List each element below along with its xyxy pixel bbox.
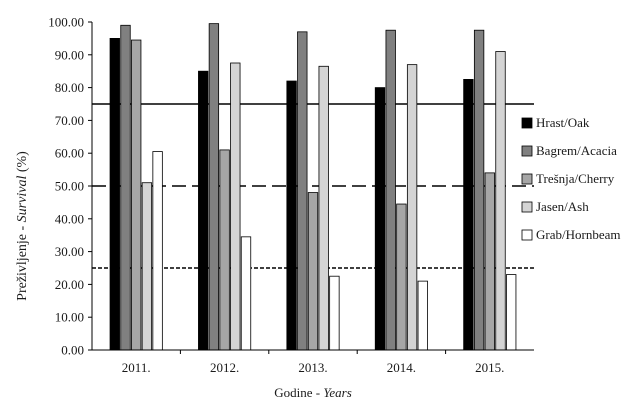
legend-label: Grab/Hornbeam xyxy=(536,227,620,242)
bar-4-0 xyxy=(152,151,163,351)
y-tick-labels: 0.00 10.00 20.00 30.00 40.00 50.00 60.00 70.00 8… xyxy=(48,15,84,358)
bar-1-1 xyxy=(208,23,220,351)
x-tick-label: 2011. xyxy=(122,360,151,375)
legend-swatch xyxy=(521,229,533,241)
y-tick-label: 80.00 xyxy=(55,80,84,95)
y-axis-label-main: Preživljenje - xyxy=(15,222,30,301)
legend-label: Jasen/Ash xyxy=(536,199,589,214)
x-tick-label: 2012. xyxy=(210,360,239,375)
y-tick-label: 0.00 xyxy=(61,343,84,358)
y-tick-label: 40.00 xyxy=(55,211,84,226)
bar-4-4 xyxy=(506,274,517,351)
bar-3-3 xyxy=(406,64,418,351)
bar-1-4 xyxy=(473,29,485,351)
legend-swatch xyxy=(521,201,533,213)
y-axis-label-italic: Survival xyxy=(15,176,30,223)
legend-label: Hrast/Oak xyxy=(536,115,590,130)
legend-label: Trešnja/Cherry xyxy=(536,171,615,186)
y-tick-label: 30.00 xyxy=(55,244,84,259)
x-axis-label-italic: Years xyxy=(323,385,351,400)
bar-0-3 xyxy=(374,87,386,351)
bar-0-1 xyxy=(198,70,209,351)
legend-label: Bagrem/Acacia xyxy=(536,143,617,158)
y-axis-label-unit: (%) xyxy=(15,151,30,176)
x-axis-label-main: Godine - xyxy=(274,385,323,400)
bar-3-4 xyxy=(495,51,506,351)
bar-group xyxy=(109,23,517,351)
bar-2-1 xyxy=(219,149,230,351)
bar-0-2 xyxy=(286,80,297,351)
x-tick-label: 2015. xyxy=(475,360,504,375)
bar-3-1 xyxy=(230,62,241,351)
bar-3-2 xyxy=(318,65,329,351)
bar-4-3 xyxy=(417,280,428,351)
y-tick-label: 100.00 xyxy=(48,15,84,30)
bar-1-2 xyxy=(297,31,308,351)
y-tick-label: 20.00 xyxy=(55,277,84,292)
y-tick-label: 90.00 xyxy=(55,47,84,62)
bar-2-0 xyxy=(131,39,142,351)
bar-1-0 xyxy=(120,24,131,351)
legend-swatch xyxy=(521,173,533,185)
y-tick-label: 60.00 xyxy=(55,146,84,161)
y-tick-label: 10.00 xyxy=(55,310,84,325)
legend: Hrast/Oak Bagrem/Acacia Trešnja/Cherry Jase… xyxy=(521,115,620,242)
bar-2-3 xyxy=(396,203,407,351)
axes xyxy=(88,21,534,354)
legend-swatch xyxy=(521,117,533,129)
x-axis-label: Godine - Years xyxy=(274,385,352,400)
bar-3-0 xyxy=(141,182,153,351)
bar-2-2 xyxy=(307,192,319,351)
bar-2-4 xyxy=(484,172,495,351)
x-tick-label: 2014. xyxy=(387,360,416,375)
y-tick-label: 70.00 xyxy=(55,113,84,128)
bar-0-4 xyxy=(463,79,474,351)
bar-4-2 xyxy=(329,275,340,351)
reference-lines xyxy=(92,103,534,269)
bar-4-1 xyxy=(240,236,252,351)
legend-swatch xyxy=(521,145,533,157)
x-tick-labels: 2011. 2012. 2013. 2014. 2015. xyxy=(122,360,505,375)
x-tick-label: 2013. xyxy=(298,360,327,375)
bar-0-0 xyxy=(109,38,120,351)
y-tick-label: 50.00 xyxy=(55,179,84,194)
bar-1-3 xyxy=(385,29,396,351)
y-axis-label: Preživljenje - Survival (%) xyxy=(15,151,30,301)
